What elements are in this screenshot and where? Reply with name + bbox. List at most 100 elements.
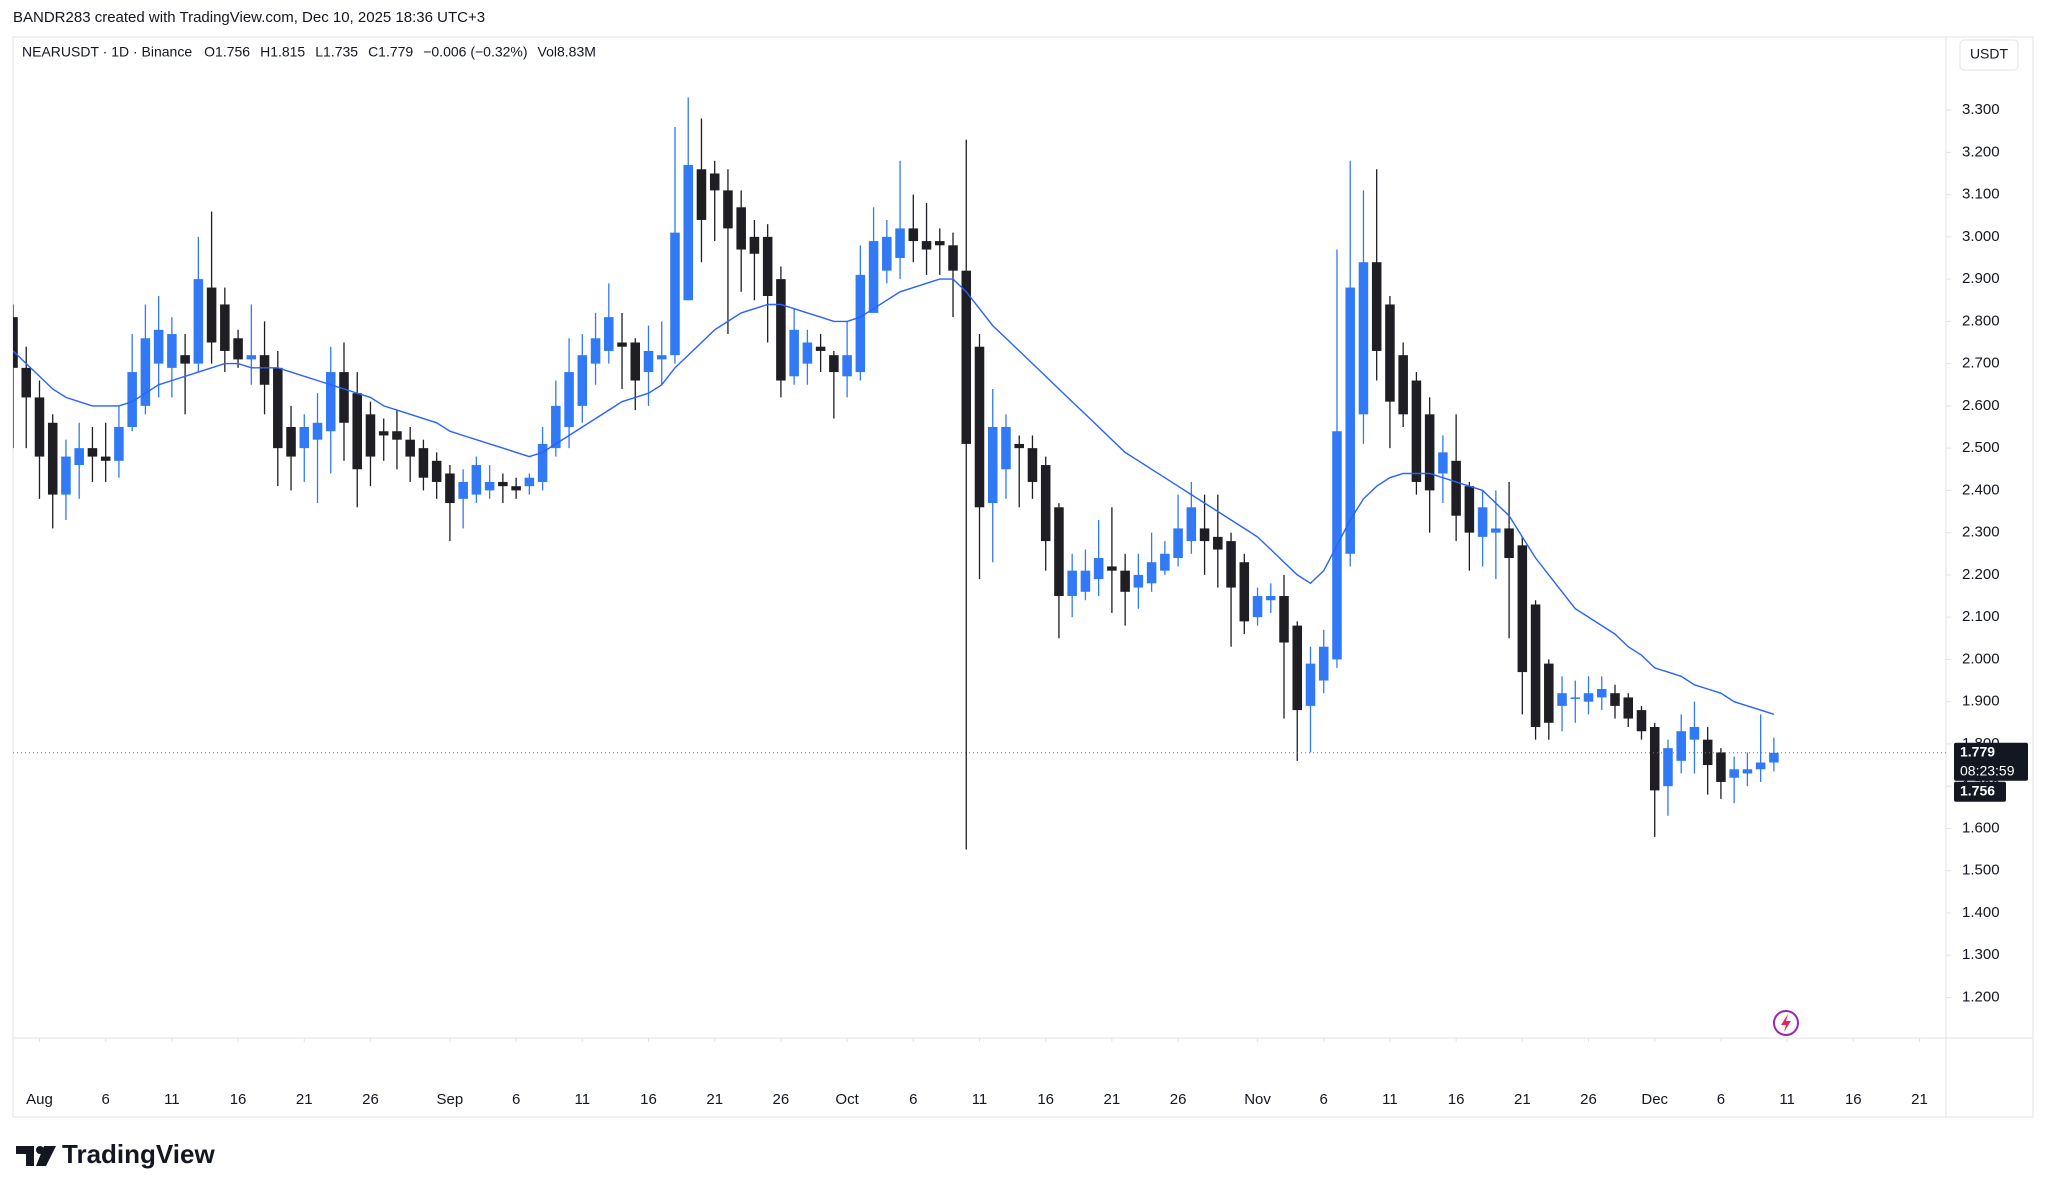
candle-body: [670, 232, 680, 356]
symbol: NEARUSDT · 1D · Binance: [22, 44, 192, 60]
candle-body: [1517, 545, 1528, 673]
candle-body: [749, 236, 760, 254]
candle-body: [392, 431, 402, 440]
x-tick-label: 21: [1104, 1091, 1121, 1108]
y-tick-label: 2.700: [1962, 355, 2000, 372]
candle-body: [1226, 541, 1236, 588]
candle-body: [736, 207, 746, 250]
open-price-tag: [1954, 781, 2006, 802]
y-tick-label: 2.500: [1962, 439, 2000, 456]
candle-body: [709, 173, 720, 191]
y-tick-label: 3.000: [1962, 228, 2000, 245]
x-tick-label: 11: [575, 1091, 591, 1108]
x-tick-label: 11: [1382, 1091, 1398, 1108]
x-tick-label: 6: [102, 1091, 110, 1108]
candle-body: [114, 427, 124, 461]
x-tick-label: 16: [1448, 1091, 1465, 1108]
candle-body: [1239, 562, 1250, 622]
x-tick-label: 11: [1779, 1091, 1795, 1108]
candle-body: [273, 367, 283, 449]
candle-body: [908, 228, 919, 242]
candle-body: [1649, 727, 1660, 791]
candle-body: [1623, 697, 1634, 719]
candle-body: [286, 427, 296, 457]
candle-body: [1252, 596, 1263, 618]
candle-body: [233, 338, 243, 360]
alert-icon: [1773, 1010, 1799, 1036]
countdown: 08:23:59: [1960, 762, 2015, 778]
candle-body: [815, 346, 826, 351]
candle-body: [1014, 443, 1024, 449]
x-tick-label: 16: [640, 1091, 657, 1108]
candle-body: [1199, 528, 1210, 542]
candle-body: [484, 481, 495, 491]
y-tick-label: 2.000: [1962, 650, 2000, 667]
x-tick-label: 16: [230, 1091, 247, 1108]
candle-body: [1279, 596, 1289, 643]
candle-body: [564, 372, 574, 428]
candle-body: [1464, 486, 1475, 533]
candle-body: [948, 245, 958, 271]
candle-body: [1027, 448, 1038, 482]
candle-body: [1120, 570, 1130, 592]
candle-body: [312, 422, 323, 440]
candle-body: [471, 465, 482, 495]
y-tick-label: 2.900: [1962, 270, 2000, 287]
y-tick-label: 3.300: [1962, 101, 2000, 118]
candle-body: [842, 355, 852, 377]
candle-body: [206, 287, 217, 343]
x-tick-label: Oct: [835, 1091, 859, 1108]
legend-value: Vol8.83M: [538, 44, 596, 60]
x-tick-label: Sep: [437, 1091, 464, 1108]
candle-body: [789, 329, 799, 377]
candle-body: [325, 372, 336, 432]
x-tick-label: 21: [706, 1091, 723, 1108]
x-tick-label: 6: [909, 1091, 917, 1108]
candle-body: [34, 397, 45, 457]
candle-body: [431, 460, 442, 482]
candle-body: [630, 342, 641, 381]
candle-body: [1107, 566, 1117, 571]
candle-body: [299, 427, 310, 449]
candle-body: [1544, 663, 1554, 723]
candle-body: [1530, 604, 1541, 728]
candle-body: [511, 486, 521, 491]
legend-value: −0.006 (−0.32%): [423, 44, 527, 60]
candle-body: [1213, 536, 1223, 550]
y-tick-label: 3.200: [1962, 143, 2000, 160]
currency-button[interactable]: [1959, 39, 2019, 71]
candle-body: [723, 190, 733, 229]
x-tick-label: 6: [1320, 1091, 1328, 1108]
candle-body: [1054, 507, 1064, 597]
candle-body: [193, 279, 204, 364]
candle-body: [1504, 528, 1514, 558]
candle-body: [1610, 693, 1620, 706]
candle-body: [405, 439, 415, 457]
y-tick-label: 1.900: [1962, 693, 2000, 710]
x-tick-label: Aug: [26, 1091, 53, 1108]
y-tick-label: 2.200: [1962, 566, 2000, 583]
candle-body: [935, 241, 945, 246]
currency[interactable]: USDT: [1970, 46, 2009, 62]
x-tick-label: 16: [1845, 1091, 1862, 1108]
candle-body: [458, 481, 468, 499]
candle-body: [1491, 528, 1501, 533]
candle-body: [1597, 688, 1607, 698]
candle-body: [1358, 262, 1369, 415]
y-tick-label: 1.300: [1962, 946, 2000, 963]
candle-body: [1398, 355, 1408, 415]
brand-logo: [16, 1146, 56, 1166]
candle-body: [987, 427, 998, 504]
x-tick-label: 6: [512, 1091, 520, 1108]
y-tick-label: 2.800: [1962, 312, 2000, 329]
candle-body: [1769, 752, 1779, 763]
candle-body: [696, 169, 707, 220]
x-tick-label: 26: [1580, 1091, 1597, 1108]
candle-body: [1557, 693, 1567, 706]
candle-body: [1001, 427, 1011, 470]
y-tick-label: 2.400: [1962, 481, 2000, 498]
x-tick-label: 11: [164, 1091, 180, 1108]
x-tick-label: 21: [1514, 1091, 1531, 1108]
